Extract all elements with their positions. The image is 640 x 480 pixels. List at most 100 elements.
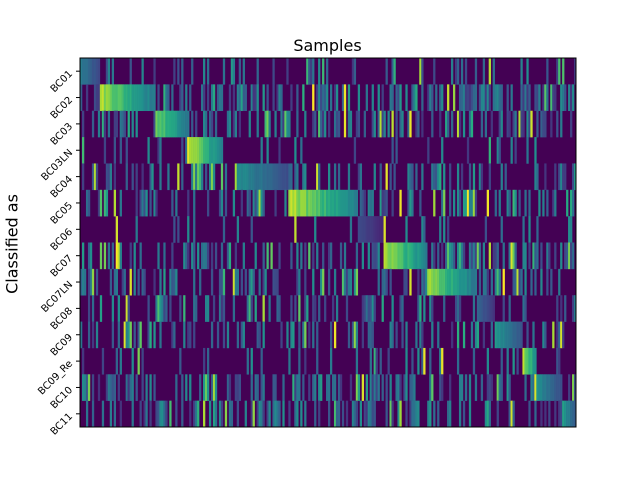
heatmap-cell (210, 137, 214, 164)
heatmap-cell (300, 400, 303, 428)
heatmap-cell (383, 110, 386, 138)
heatmap-cell (272, 84, 275, 112)
heatmap-cell (466, 84, 470, 112)
heatmap-cell (514, 321, 517, 349)
heatmap-cell (395, 84, 398, 112)
heatmap-cell (157, 295, 160, 322)
heatmap-cell (462, 400, 466, 428)
heatmap-cell (387, 110, 390, 138)
heatmap-cell (361, 374, 365, 401)
heatmap-cell (244, 84, 247, 112)
heatmap-cell (226, 110, 230, 138)
heatmap-cell (201, 163, 204, 191)
heatmap-cell (248, 189, 251, 217)
heatmap-cell (302, 321, 305, 349)
heatmap-cell (431, 163, 434, 191)
heatmap-cell (246, 189, 249, 217)
heatmap-cell (391, 110, 394, 138)
heatmap-cell (294, 137, 297, 164)
heatmap-cell (470, 321, 474, 349)
heatmap-cell (474, 321, 478, 349)
heatmap-cell (306, 189, 309, 217)
heatmap-cell (222, 216, 226, 243)
heatmap-cell (115, 268, 118, 296)
heatmap-cell (175, 268, 178, 296)
heatmap-cell (117, 374, 120, 401)
heatmap-cell (449, 374, 452, 401)
heatmap-cell (179, 110, 182, 138)
heatmap-cell (113, 137, 117, 164)
heatmap-cell (222, 321, 226, 349)
heatmap-cell (260, 400, 263, 428)
heatmap-cell (185, 137, 188, 164)
heatmap-cell (159, 400, 162, 428)
heatmap-cell (328, 163, 331, 191)
heatmap-cell (212, 374, 216, 401)
heatmap-cell (371, 110, 374, 138)
heatmap-cell (568, 242, 571, 270)
heatmap-cell (201, 84, 204, 112)
heatmap-cell (458, 295, 462, 322)
heatmap-cell (454, 58, 458, 85)
heatmap-cell (526, 58, 529, 85)
heatmap-cell (288, 110, 291, 138)
heatmap-cell (280, 321, 283, 349)
heatmap-cell (393, 58, 396, 85)
heatmap-cell (341, 189, 345, 217)
heatmap-cell (490, 268, 493, 296)
heatmap-cell (314, 216, 317, 243)
heatmap-cell (474, 189, 478, 217)
heatmap-cell (391, 321, 394, 349)
heatmap-cell (433, 400, 436, 428)
heatmap-cell (139, 189, 142, 217)
heatmap-cell (133, 268, 136, 296)
heatmap-cell (147, 137, 150, 164)
heatmap-cell (456, 242, 460, 270)
heatmap-cell (107, 163, 111, 191)
heatmap-cell (395, 137, 398, 164)
heatmap-cell (472, 189, 476, 217)
heatmap-cell (522, 347, 525, 375)
heatmap-cell (357, 84, 361, 112)
heatmap-cell (359, 400, 363, 428)
heatmap-cell (409, 110, 412, 138)
heatmap-cell (572, 242, 575, 270)
heatmap-cell (373, 163, 376, 191)
heatmap-cell (353, 137, 357, 164)
heatmap-cell (149, 374, 152, 401)
heatmap-cell (89, 268, 93, 296)
heatmap-cell (381, 374, 384, 401)
heatmap-cell (439, 110, 442, 138)
heatmap-cell (185, 242, 188, 270)
heatmap-cell (87, 58, 91, 85)
heatmap-cell (381, 216, 384, 243)
heatmap-cell (456, 268, 460, 296)
heatmap-cell (524, 374, 527, 401)
heatmap-cell (526, 110, 529, 138)
heatmap-cell (234, 110, 238, 138)
heatmap-cell (284, 163, 287, 191)
heatmap-cell (367, 189, 370, 217)
heatmap-cell (407, 242, 410, 270)
heatmap-cell (496, 137, 499, 164)
heatmap-cell (316, 242, 319, 270)
heatmap-cell (512, 189, 515, 217)
heatmap-cell (500, 110, 503, 138)
heatmap-cell (324, 110, 327, 138)
heatmap-cell (143, 189, 146, 217)
heatmap-cell (210, 374, 214, 401)
heatmap-cell (206, 84, 210, 112)
heatmap-cell (216, 84, 220, 112)
heatmap-cell (437, 268, 440, 296)
heatmap-cell (250, 84, 253, 112)
heatmap-cell (218, 84, 222, 112)
heatmap-cell (550, 84, 553, 112)
heatmap-cell (117, 295, 120, 322)
heatmap-cell (474, 84, 478, 112)
heatmap-cell (274, 110, 277, 138)
heatmap-cell (203, 137, 206, 164)
heatmap-cell (244, 163, 247, 191)
heatmap-cell (318, 110, 321, 138)
heatmap-cell (95, 163, 99, 191)
heatmap-cell (115, 216, 118, 243)
